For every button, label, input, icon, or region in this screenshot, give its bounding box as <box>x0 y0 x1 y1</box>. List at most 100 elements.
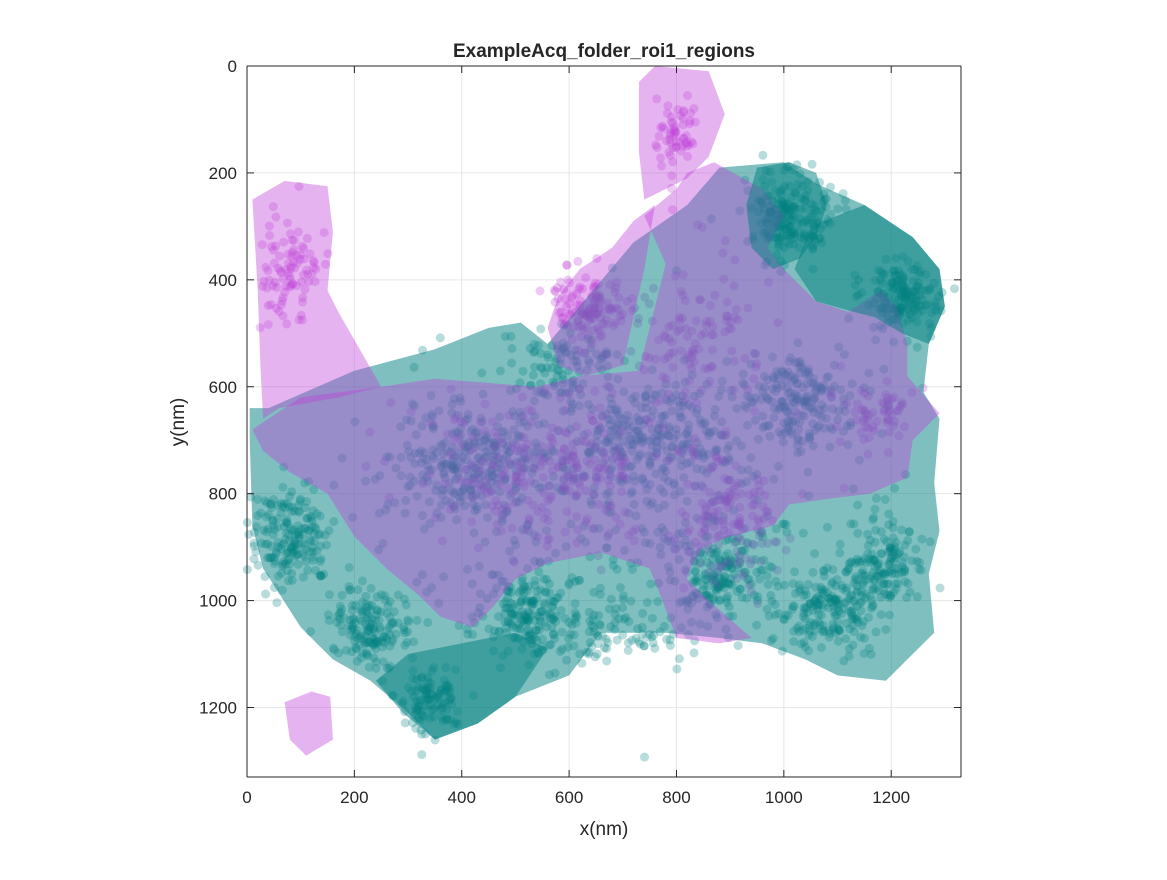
magenta-point <box>295 254 305 264</box>
magenta-point <box>311 264 321 274</box>
magenta-point <box>298 293 308 302</box>
magenta-point <box>271 303 281 313</box>
teal-point <box>417 729 427 739</box>
magenta-point <box>568 291 578 301</box>
magenta-point <box>663 101 673 111</box>
magenta-point <box>669 125 679 135</box>
magenta-point <box>285 271 295 281</box>
magenta-point <box>323 249 333 259</box>
teal-point <box>623 638 633 648</box>
teal-point <box>602 656 612 666</box>
magenta-point <box>287 251 297 261</box>
magenta-point <box>666 125 676 134</box>
magenta-point <box>578 284 588 294</box>
magenta-point <box>562 260 572 270</box>
teal-point <box>690 636 700 646</box>
magenta-point <box>683 152 693 161</box>
magenta-point <box>305 249 315 259</box>
magenta-point <box>283 218 292 228</box>
y-tick-label: 0 <box>228 57 237 76</box>
magenta-point <box>304 277 314 287</box>
magenta-point <box>556 277 566 287</box>
magenta-point <box>668 143 678 153</box>
teal-point <box>665 635 675 645</box>
magenta-point <box>286 263 296 273</box>
teal-point <box>650 643 660 653</box>
teal-point <box>635 639 645 649</box>
magenta-point <box>274 307 284 316</box>
magenta-point <box>319 228 329 238</box>
teal-point <box>261 589 271 599</box>
magenta-point <box>283 268 293 278</box>
magenta-point <box>575 282 585 292</box>
teal-point <box>640 752 649 762</box>
magenta-point <box>656 123 666 133</box>
teal-point <box>400 718 410 728</box>
magenta-point <box>667 118 677 128</box>
magenta-point <box>682 138 692 148</box>
teal-point <box>592 649 602 659</box>
magenta-point <box>673 105 683 114</box>
magenta-point <box>257 240 267 250</box>
magenta-point <box>651 140 661 150</box>
magenta-point <box>281 281 291 291</box>
magenta-point <box>550 297 560 307</box>
magenta-point <box>269 258 279 268</box>
magenta-point <box>285 282 295 292</box>
magenta-point <box>662 108 672 118</box>
teal-point <box>649 630 659 640</box>
teal-point <box>417 750 427 760</box>
x-tick-label: 1200 <box>872 788 910 807</box>
magenta-point <box>684 140 694 150</box>
magenta-point <box>581 273 591 283</box>
teal-point <box>249 541 259 551</box>
magenta-point <box>255 323 265 333</box>
magenta-point <box>296 250 306 260</box>
magenta-point <box>659 124 669 133</box>
magenta-point <box>290 263 299 273</box>
magenta-point <box>298 297 307 307</box>
magenta-point <box>300 285 310 294</box>
magenta-point <box>667 112 676 122</box>
teal-point <box>758 150 768 160</box>
teal-point <box>590 652 600 662</box>
magenta-point <box>308 256 318 266</box>
magenta-point <box>563 275 573 285</box>
magenta-point <box>552 283 562 293</box>
magenta-point <box>654 131 664 141</box>
magenta-point <box>309 263 319 273</box>
magenta-point <box>321 259 330 269</box>
x-tick-label: 800 <box>662 788 690 807</box>
magenta-point <box>269 245 278 255</box>
magenta-point <box>678 107 688 117</box>
teal-point <box>603 638 613 647</box>
magenta-point <box>665 131 675 140</box>
magenta-point <box>667 117 676 127</box>
teal-point <box>598 631 608 641</box>
magenta-point <box>685 119 695 129</box>
magenta-point <box>292 250 302 260</box>
magenta-point <box>310 277 320 287</box>
magenta-point <box>681 139 690 148</box>
chart-title: ExampleAcq_folder_roi1_regions <box>453 41 755 62</box>
magenta-point <box>289 257 299 266</box>
x-tick-label: 0 <box>242 788 251 807</box>
magenta-point <box>553 294 563 303</box>
magenta-point <box>572 289 582 299</box>
magenta-point <box>688 139 698 149</box>
magenta-point <box>535 286 545 296</box>
magenta-point <box>261 262 271 272</box>
magenta-point <box>671 143 681 153</box>
magenta-point <box>292 281 301 291</box>
magenta-point <box>670 122 680 132</box>
magenta-point <box>275 251 285 261</box>
magenta-point <box>283 258 293 268</box>
magenta-point <box>271 212 281 222</box>
teal-point <box>612 635 622 645</box>
magenta-point <box>286 261 296 271</box>
magenta-point <box>293 258 302 268</box>
magenta-point <box>288 279 297 289</box>
teal-point <box>602 644 612 653</box>
magenta-point <box>550 287 560 296</box>
